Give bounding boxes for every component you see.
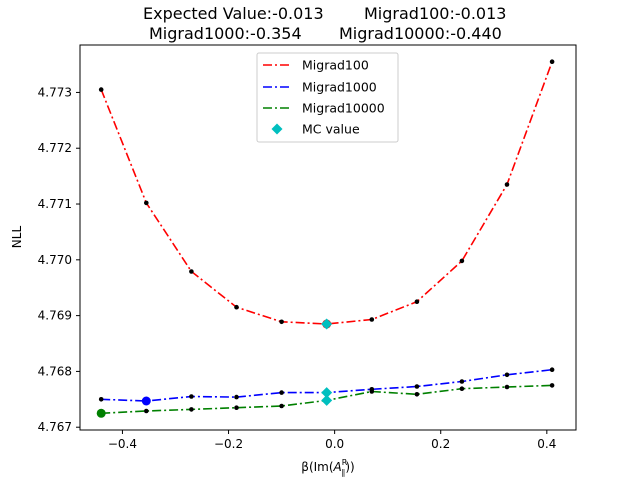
- data-point: [98, 397, 104, 402]
- x-axis-label-sub: ∥: [341, 468, 345, 477]
- title-line1-left: Expected Value:-0.013: [143, 4, 324, 23]
- y-axis: 4.767 4.768 4.769 4.770 4.771 4.772 4.773: [38, 85, 80, 434]
- data-point: [549, 383, 555, 388]
- data-point: [189, 269, 194, 274]
- mc-value-marker: [321, 318, 333, 330]
- legend-label-2: Migrad10000: [302, 101, 385, 116]
- y-tick-label: 4.768: [38, 364, 72, 378]
- data-point: [189, 407, 194, 412]
- x-tick-label: 0.2: [431, 437, 450, 451]
- data-point: [144, 408, 149, 414]
- data-point: [369, 317, 375, 322]
- title-line1-right: Migrad100:-0.013: [364, 4, 506, 23]
- x-axis-label-prefix: β(Im(: [301, 460, 333, 474]
- data-point: [414, 299, 420, 305]
- legend-label-1: Migrad1000: [302, 80, 377, 95]
- x-tick-label: −0.4: [108, 437, 137, 451]
- y-tick-label: 4.769: [38, 309, 72, 323]
- axes-frame: [79, 44, 577, 431]
- legend-swatch-mc: [271, 123, 283, 135]
- legend-label-mc: MC value: [302, 122, 360, 137]
- title-line2-right: Migrad10000:-0.440: [339, 24, 502, 43]
- x-axis-label-sup: R: [342, 458, 348, 467]
- x-axis-label-suffix: )): [345, 460, 354, 474]
- y-tick-label: 4.773: [38, 85, 72, 99]
- data-point: [234, 394, 239, 400]
- y-tick-label: 4.770: [38, 253, 72, 267]
- y-tick-label: 4.772: [38, 141, 72, 155]
- legend-box: [256, 52, 399, 143]
- data-point: [504, 372, 510, 378]
- data-point: [279, 403, 284, 409]
- data-point: [144, 200, 149, 206]
- y-axis-label: NLL: [10, 226, 24, 249]
- data-point: [504, 182, 510, 187]
- legend: Migrad100 Migrad1000 Migrad10000 MC value: [256, 52, 399, 143]
- data-point: [279, 319, 284, 325]
- data-point: [279, 390, 284, 395]
- data-point: [369, 389, 375, 394]
- data-point: [414, 384, 420, 389]
- data-point: [504, 384, 510, 390]
- data-point: [234, 405, 239, 411]
- data-point: [459, 379, 465, 384]
- x-axis-label-var: A: [333, 460, 342, 474]
- plot-area: [96, 59, 555, 418]
- data-point: [234, 304, 239, 310]
- data-point: [189, 394, 194, 399]
- data-point: [549, 367, 555, 373]
- y-tick-label: 4.767: [38, 420, 72, 434]
- data-point: [549, 59, 555, 64]
- x-tick-label: −0.2: [214, 437, 243, 451]
- series-line-0: [100, 61, 553, 325]
- x-tick-label: 0.4: [537, 437, 556, 451]
- data-point: [414, 392, 420, 397]
- x-axis: −0.4 −0.2 0.0 0.2 0.4: [108, 430, 556, 451]
- min-marker-2: [96, 408, 106, 418]
- x-axis-label: β(Im(AR ∥)): [301, 458, 354, 477]
- mc-value-marker: [321, 394, 333, 406]
- min-marker-1: [141, 396, 151, 406]
- data-point: [459, 386, 465, 392]
- title-line2-left: Migrad1000:-0.354: [149, 24, 302, 43]
- data-point: [98, 87, 104, 92]
- legend-label-0: Migrad100: [302, 58, 369, 73]
- x-tick-label: 0.0: [325, 437, 344, 451]
- data-point: [459, 258, 465, 264]
- mc-value-marker: [321, 387, 333, 399]
- y-tick-label: 4.771: [38, 197, 72, 211]
